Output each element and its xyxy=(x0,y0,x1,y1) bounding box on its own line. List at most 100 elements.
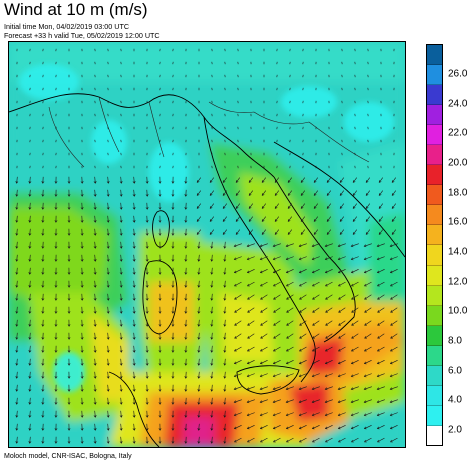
wind-arrow xyxy=(94,202,96,210)
wind-arrow-head xyxy=(145,246,149,249)
wind-arrow xyxy=(299,281,307,287)
wind-arrow xyxy=(286,256,294,260)
wind-arrow-head xyxy=(41,402,45,405)
wind-arrow xyxy=(273,437,281,443)
wind-arrow xyxy=(94,410,96,418)
initial-time-label: Initial time Mon, 04/02/2019 03:00 UTC xyxy=(4,22,130,31)
wind-arrow xyxy=(107,280,109,288)
wind-arrow xyxy=(247,269,255,273)
wind-arrow-head xyxy=(171,376,175,379)
wind-arrow xyxy=(107,397,109,405)
wind-arrow xyxy=(260,412,268,416)
wind-arrow-head xyxy=(158,298,162,301)
wind-arrow xyxy=(261,229,267,235)
wind-arrow xyxy=(29,293,31,301)
wind-arrow-head xyxy=(324,400,328,404)
wind-arrow xyxy=(247,333,255,339)
wind-arrow-head xyxy=(158,350,162,353)
wind-arrow xyxy=(211,423,213,431)
wind-arrow-head xyxy=(351,283,354,287)
wind-arrow-head xyxy=(261,193,265,196)
wind-arrow xyxy=(390,346,398,352)
wind-arrow-head xyxy=(132,350,136,353)
wind-arrow-head xyxy=(28,415,32,418)
wind-arrow-head xyxy=(171,181,175,184)
wind-arrow-head xyxy=(285,270,289,274)
wind-arrow-head xyxy=(233,387,237,391)
wind-arrow-head xyxy=(377,310,380,313)
wind-arrow-head xyxy=(247,283,250,287)
wind-arrow-head xyxy=(312,439,315,443)
wind-arrow xyxy=(133,189,135,197)
wind-arrow xyxy=(198,436,200,444)
wind-arrow-head xyxy=(350,387,354,391)
wind-arrow-head xyxy=(377,283,380,287)
wind-arrow xyxy=(351,386,359,390)
wind-arrow xyxy=(211,384,213,392)
wind-arrow-head xyxy=(54,246,58,249)
wind-arrow xyxy=(198,397,200,405)
wind-arrow xyxy=(325,399,333,403)
wind-arrow-head xyxy=(311,426,315,430)
wind-arrow xyxy=(300,190,306,196)
wind-arrow-head xyxy=(80,181,84,184)
wind-arrow xyxy=(339,190,345,196)
wind-arrow xyxy=(378,216,384,222)
wind-arrow-head xyxy=(248,232,252,235)
wind-arrow-head xyxy=(67,311,71,314)
wind-arrow-head xyxy=(223,259,227,262)
wind-arrow-head xyxy=(300,232,304,235)
wind-arrow xyxy=(133,345,135,353)
wind-arrow xyxy=(247,386,255,390)
wind-arrow-head xyxy=(350,361,354,365)
wind-arrow xyxy=(286,437,294,443)
wind-arrow-head xyxy=(285,361,289,365)
wind-arrow-head xyxy=(246,387,250,391)
wind-map xyxy=(8,41,406,448)
wind-arrow xyxy=(120,332,122,340)
wind-arrow-head xyxy=(325,297,328,300)
wind-arrow-head xyxy=(260,310,263,313)
wind-arrow-head xyxy=(28,324,32,327)
wind-arrow-head xyxy=(391,206,395,209)
wind-arrow-head xyxy=(184,181,188,184)
wind-arrow xyxy=(391,229,397,235)
wind-arrow-head xyxy=(132,233,136,236)
wind-arrow xyxy=(299,360,307,364)
wind-arrow-head xyxy=(364,323,367,326)
wind-arrow-head xyxy=(299,323,302,326)
wind-arrow xyxy=(234,399,242,403)
wind-arrow xyxy=(339,229,345,235)
colorbar-segment xyxy=(427,245,442,266)
wind-arrow-head xyxy=(300,219,304,222)
wind-arrow xyxy=(107,319,109,327)
wind-arrow xyxy=(338,256,346,260)
wind-arrow-head xyxy=(351,323,354,326)
wind-arrow xyxy=(107,254,109,262)
wind-arrow-head xyxy=(119,363,123,366)
wind-arrow-head xyxy=(54,207,58,210)
wind-arrow-head xyxy=(158,259,162,262)
wind-arrow-head xyxy=(41,194,45,197)
wind-arrow-head xyxy=(119,402,123,405)
wind-arrow-head xyxy=(337,413,341,417)
wind-arrow xyxy=(29,280,31,288)
wind-arrow-head xyxy=(106,363,110,366)
wind-arrow-head xyxy=(41,337,45,340)
wind-arrow xyxy=(286,386,294,390)
wind-vectors xyxy=(15,48,398,444)
wind-arrow-head xyxy=(235,206,239,209)
wind-arrow-head xyxy=(41,415,45,418)
wind-arrow-head xyxy=(106,246,110,249)
wind-arrow xyxy=(300,203,306,209)
wind-arrow xyxy=(338,333,346,339)
wind-arrow xyxy=(273,294,281,300)
wind-arrow-head xyxy=(210,324,214,327)
wind-arrow xyxy=(377,333,385,339)
wind-arrow-head xyxy=(197,402,201,405)
wind-arrow xyxy=(286,412,294,416)
wind-arrow-head xyxy=(132,311,136,314)
wind-arrow-head xyxy=(247,297,250,300)
wind-arrow-head xyxy=(28,285,32,288)
wind-arrow xyxy=(338,320,346,326)
